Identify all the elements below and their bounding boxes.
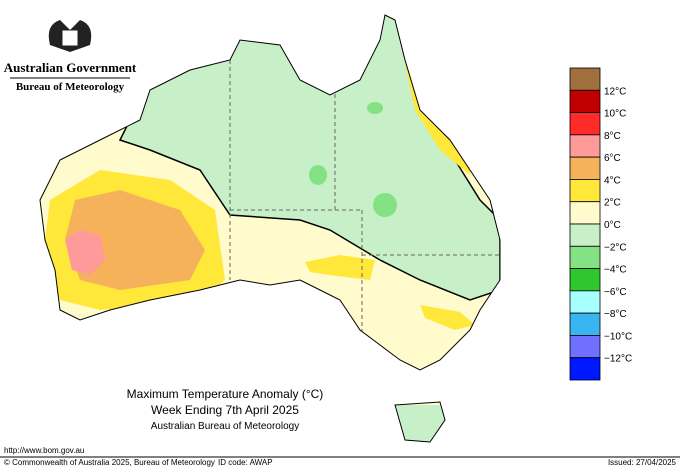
legend-label: −2°C [604, 242, 627, 253]
government: Australian Government [4, 60, 137, 75]
legend-swatch [569, 89, 601, 113]
legend-label: 4°C [604, 175, 621, 186]
legend-label: 12°C [604, 86, 626, 97]
agency: Bureau of Meteorology [16, 81, 125, 93]
copyright: © Commonwealth of Australia 2025, Bureau… [4, 458, 215, 467]
legend-swatch [569, 335, 601, 359]
legend-swatch [569, 245, 601, 269]
legend-swatch [569, 268, 601, 292]
legend-label: −6°C [604, 287, 627, 298]
issued: Issued: 27/04/2025 [608, 458, 677, 467]
legend-swatch [569, 223, 601, 247]
legend-swatch [569, 357, 601, 381]
legend-swatch [569, 312, 601, 336]
legend-label: −4°C [604, 265, 627, 276]
legend: 12°C 10°C 8°C 6°C 4°C 2°C 0°C −2°C −4°C −6°C −8°C −… [569, 67, 632, 381]
map-subtitle: Week Ending 7th April 2025 [151, 403, 299, 417]
legend-swatch [569, 156, 601, 180]
legend-label: 0°C [604, 220, 621, 231]
legend-swatch [569, 179, 601, 203]
legend-label: −12°C [604, 354, 632, 365]
legend-label: 8°C [604, 131, 621, 142]
url: http://www.bom.gov.au [4, 446, 84, 455]
legend-swatch [569, 112, 601, 136]
crest [48, 20, 92, 52]
coastline [39, 14, 501, 443]
legend-label: 6°C [604, 153, 621, 164]
legend-label: 10°C [604, 109, 626, 120]
legend-swatch [569, 67, 601, 91]
legend-swatch [569, 201, 601, 225]
legend-label: −10°C [604, 331, 632, 342]
map-source: Australian Bureau of Meteorology [151, 421, 299, 432]
map-title: Maximum Temperature Anomaly (°C) [127, 387, 324, 401]
legend-swatch [569, 134, 601, 158]
legend-swatch [569, 290, 601, 314]
id-code: ID code: AWAP [218, 458, 273, 467]
legend-label: −8°C [604, 309, 627, 320]
legend-label: 2°C [604, 198, 621, 209]
